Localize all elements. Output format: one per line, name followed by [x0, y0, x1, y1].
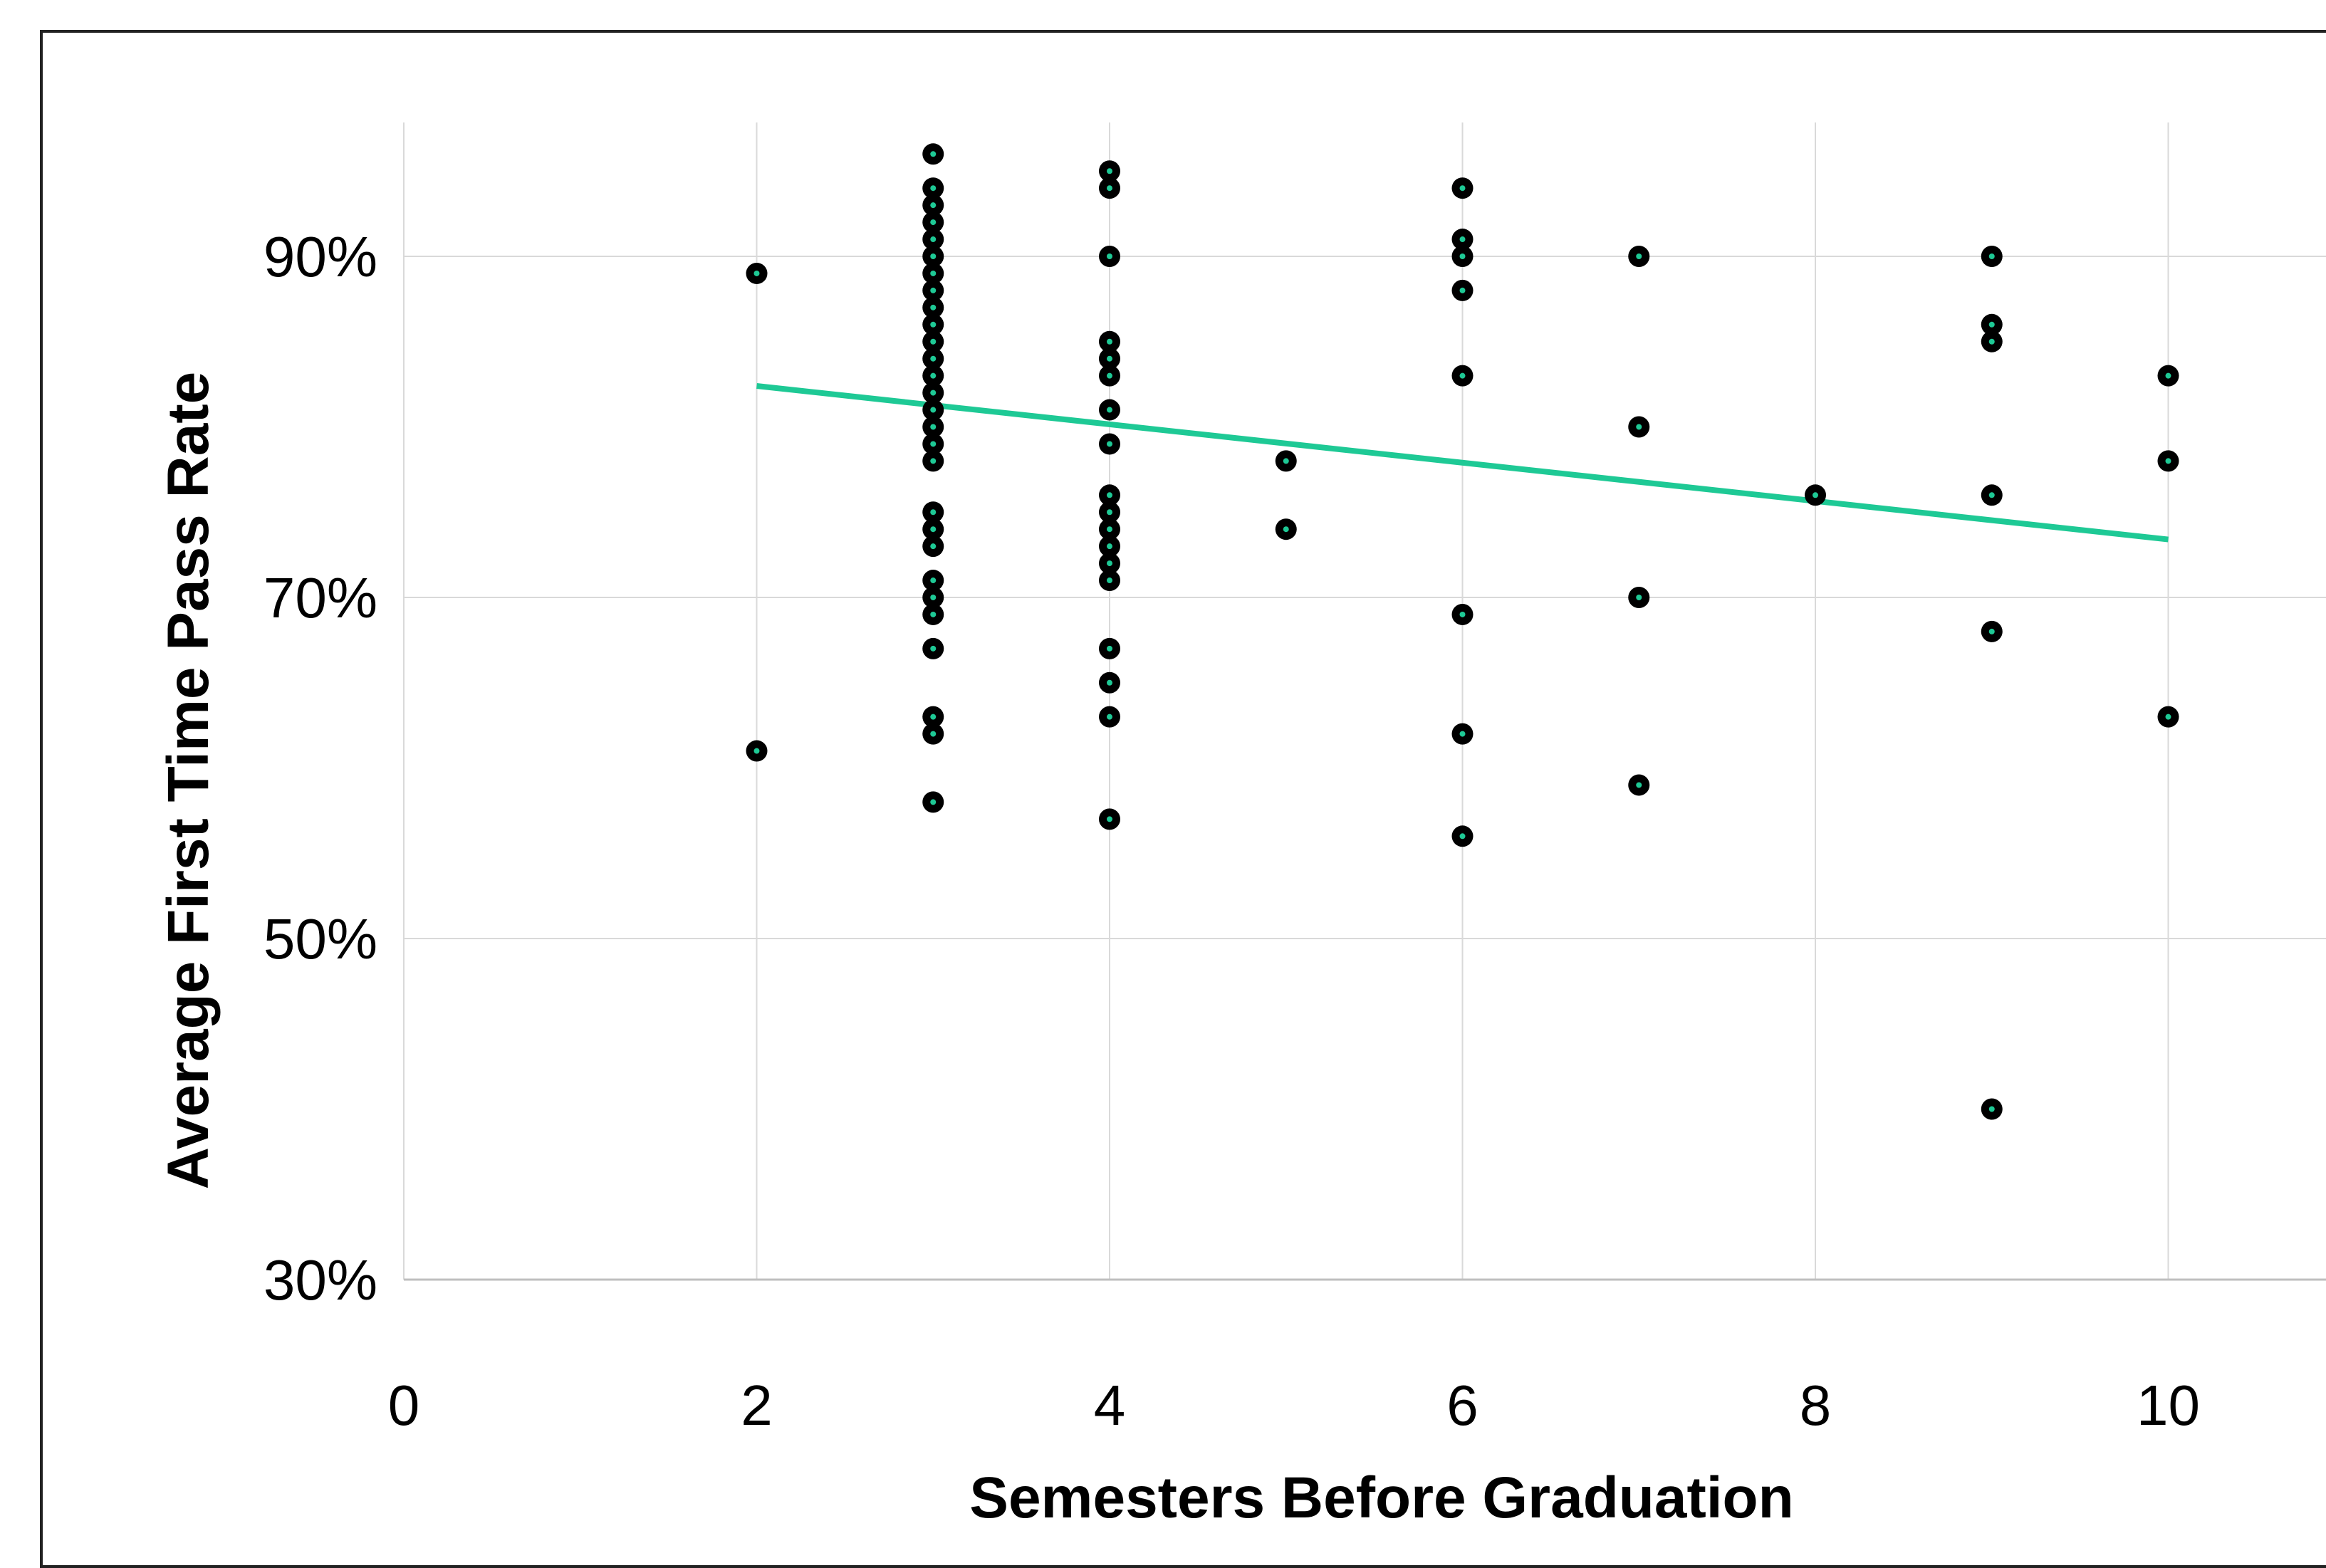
- x-tick-label: 2: [741, 1374, 773, 1437]
- data-point: [922, 330, 944, 352]
- data-point: [1099, 637, 1120, 659]
- data-point: [1099, 160, 1120, 182]
- data-point: [1981, 313, 2003, 335]
- data-point: [1451, 229, 1474, 251]
- data-point: [922, 518, 944, 540]
- data-point: [922, 279, 944, 301]
- data-point: [1451, 246, 1474, 267]
- data-point: [1099, 484, 1120, 506]
- data-point: [922, 296, 944, 318]
- data-point: [2157, 706, 2179, 728]
- data-point: [1099, 808, 1120, 830]
- data-point: [1981, 484, 2003, 506]
- data-point: [1099, 706, 1120, 728]
- data-point: [1099, 671, 1120, 694]
- data-point: [1099, 535, 1120, 558]
- data-point: [2157, 365, 2179, 387]
- data-point: [922, 416, 944, 438]
- data-point: [1628, 774, 1650, 796]
- data-point: [1099, 570, 1120, 592]
- x-axis-title: Semesters Before Graduation: [969, 1465, 1794, 1530]
- data-point: [922, 587, 944, 608]
- data-point: [922, 501, 944, 523]
- data-point: [1981, 246, 2003, 267]
- data-point: [922, 450, 944, 472]
- x-tick-label: 6: [1446, 1374, 1478, 1437]
- data-point: [922, 246, 944, 267]
- data-point: [1805, 484, 1826, 506]
- x-tick-label: 10: [2137, 1374, 2200, 1437]
- data-point: [922, 603, 944, 625]
- data-point: [1099, 501, 1120, 523]
- data-point: [922, 365, 944, 387]
- data-point: [922, 313, 944, 335]
- data-point: [1275, 518, 1297, 540]
- y-tick-label: 70%: [264, 566, 377, 629]
- data-point: [922, 194, 944, 216]
- data-point: [922, 347, 944, 370]
- data-point: [1099, 330, 1120, 352]
- data-point: [922, 791, 944, 813]
- data-point: [1451, 177, 1474, 199]
- data-point: [746, 262, 768, 284]
- data-point: [1981, 330, 2003, 352]
- data-point: [1099, 553, 1120, 575]
- data-point: [922, 723, 944, 745]
- scatter-chart: 0 2 4 6 8 10 30% 50% 70% 90% Semesters Before Gra…: [156, 122, 2326, 1530]
- data-point: [1099, 399, 1120, 421]
- data-point: [1451, 825, 1474, 847]
- x-tick-label: 0: [388, 1374, 420, 1437]
- data-point: [746, 740, 768, 762]
- trendline: [756, 383, 2169, 543]
- y-tick-label: 90%: [264, 225, 377, 288]
- data-point: [1275, 450, 1297, 472]
- data-point: [1451, 723, 1474, 745]
- data-point: [922, 229, 944, 251]
- data-point: [922, 382, 944, 404]
- gridlines: [403, 122, 2326, 1280]
- data-point: [1628, 587, 1650, 608]
- data-point: [1628, 246, 1650, 267]
- data-point: [922, 262, 944, 284]
- x-tick-label: 8: [1800, 1374, 1832, 1437]
- data-point: [1099, 518, 1120, 540]
- y-tick-label: 50%: [264, 907, 377, 971]
- chart-frame: 0 2 4 6 8 10 30% 50% 70% 90% Semesters Before Gra…: [40, 30, 2326, 1568]
- data-point: [1099, 365, 1120, 387]
- data-point: [922, 433, 944, 455]
- data-point: [2157, 450, 2179, 472]
- x-tick-label: 4: [1094, 1374, 1126, 1437]
- y-axis-title: Average First Time Pass Rate: [156, 372, 221, 1190]
- data-point: [1981, 1098, 2003, 1120]
- data-point: [922, 143, 944, 165]
- data-point: [922, 535, 944, 558]
- trendline-group: [756, 383, 2169, 543]
- data-point: [1099, 246, 1120, 267]
- data-point: [1981, 620, 2003, 642]
- data-points: [746, 143, 2179, 1120]
- data-point: [922, 706, 944, 728]
- data-point: [922, 399, 944, 421]
- data-point: [1451, 279, 1474, 301]
- tick-labels: 0 2 4 6 8 10 30% 50% 70% 90%: [264, 225, 2200, 1437]
- data-point: [1099, 347, 1120, 370]
- data-point: [922, 570, 944, 592]
- data-point: [1099, 177, 1120, 199]
- data-point: [1628, 416, 1650, 438]
- data-point: [922, 637, 944, 659]
- data-point: [922, 211, 944, 234]
- data-point: [922, 177, 944, 199]
- data-point: [1451, 365, 1474, 387]
- y-tick-label: 30%: [264, 1248, 377, 1312]
- data-point: [1099, 433, 1120, 455]
- data-point: [1451, 603, 1474, 625]
